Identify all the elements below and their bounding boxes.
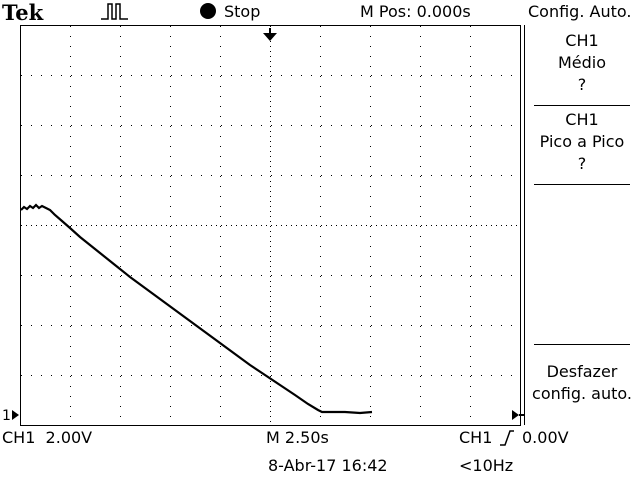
trigger-level: 0.00V	[522, 428, 569, 447]
side-menu-ch1-peak-to-peak-line3: ?	[577, 154, 587, 173]
channel-scale: CH1 2.00V	[2, 428, 93, 447]
graticule-border	[20, 25, 521, 426]
horizontal-position: M Pos: 0.000s	[360, 2, 471, 21]
side-menu-ch1-peak-to-peak[interactable]: CH1 Pico a Pico ?	[526, 109, 638, 175]
side-menu-ch1-peak-to-peak-line1: CH1	[565, 110, 599, 129]
side-menu-ch1-mean[interactable]: CH1 Médio ?	[526, 30, 638, 96]
stop-dot-icon	[200, 3, 216, 19]
side-menu-ch1-mean-line2: Médio	[557, 53, 607, 72]
side-menu-undo-autoset-line2: config. auto.	[532, 384, 632, 403]
side-menu-ch1-mean-line3: ?	[577, 75, 587, 94]
trigger-level-arrow-icon	[512, 410, 519, 420]
side-menu-undo-autoset-line1: Desfazer	[546, 362, 618, 381]
pulse-icon	[101, 3, 128, 20]
rising-edge-icon	[500, 430, 514, 446]
side-menu-ch1-mean-line1: CH1	[565, 31, 599, 50]
trigger-position-arrow-icon	[263, 33, 277, 41]
channel-ground-marker: 1	[2, 408, 11, 424]
side-menu-undo-autoset[interactable]: Desfazer config. auto.	[526, 361, 638, 405]
trigger-frequency: <10Hz	[459, 456, 514, 475]
run-state: Stop	[224, 2, 261, 21]
date-time: 8-Abr-17 16:42	[268, 456, 388, 475]
brand-logo: Tek	[2, 0, 44, 25]
side-menu-divider	[534, 105, 630, 106]
ch1-waveform-trace	[20, 203, 373, 415]
graticule-grid	[21, 26, 520, 425]
trigger-source: CH1	[459, 428, 493, 447]
side-menu-divider	[534, 184, 630, 185]
time-scale: M 2.50s	[266, 428, 329, 447]
side-menu-ch1-peak-to-peak-line2: Pico a Pico	[539, 132, 625, 151]
graticule-center-axes	[21, 26, 520, 425]
menu-title: Config. Auto.	[528, 2, 632, 21]
side-menu-divider	[534, 344, 630, 345]
